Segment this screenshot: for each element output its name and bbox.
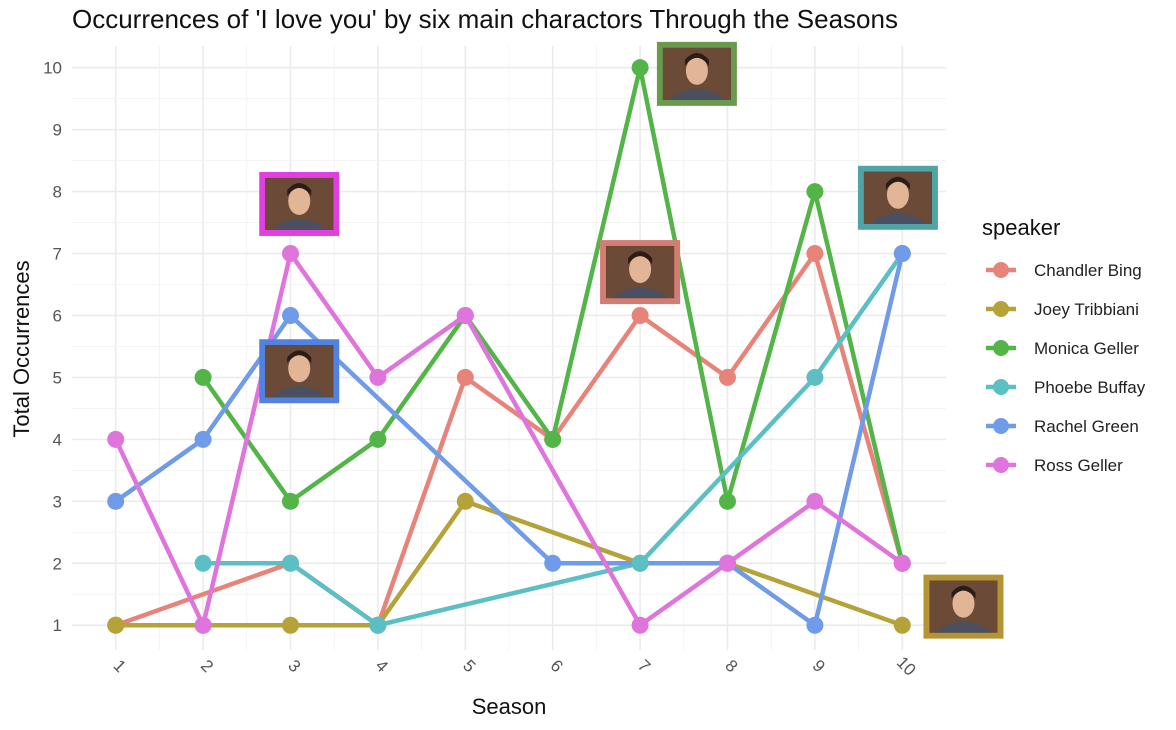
legend-swatch-point: [993, 262, 1009, 278]
y-tick-label: 3: [53, 492, 62, 511]
data-point-ross-geller: [369, 368, 387, 386]
legend-item-rachel-green: Rachel Green: [986, 417, 1139, 436]
y-axis-tick-labels: 1 2 3 4 5 6 7 8 9 10: [43, 59, 62, 636]
y-tick-label: 8: [53, 183, 62, 202]
legend-items: Chandler Bing Joey Tribbiani Monica Geller…: [986, 261, 1146, 475]
legend-label: Phoebe Buffay: [1034, 378, 1146, 397]
data-point-ross-geller: [456, 306, 474, 324]
data-point-joey-tribbiani: [456, 492, 474, 510]
data-point-rachel-green: [194, 430, 212, 448]
portrait-ross-geller: [259, 171, 340, 236]
x-tick-label: 6: [547, 656, 567, 676]
x-tick-label: 5: [459, 656, 479, 676]
legend-swatch-point: [993, 301, 1009, 317]
legend-item-phoebe-buffay: Phoebe Buffay: [986, 378, 1146, 397]
legend-label: Chandler Bing: [1034, 261, 1142, 280]
legend-item-ross-geller: Ross Geller: [986, 456, 1123, 475]
data-point-monica-geller: [631, 59, 649, 77]
legend-item-monica-geller: Monica Geller: [986, 339, 1139, 358]
x-tick-label: 10: [893, 653, 920, 680]
data-point-phoebe-buffay: [194, 554, 212, 572]
x-axis-title: Season: [472, 694, 547, 719]
data-point-ross-geller: [282, 245, 299, 263]
legend-label: Rachel Green: [1034, 417, 1139, 436]
data-point-monica-geller: [544, 430, 562, 448]
data-point-rachel-green: [893, 245, 911, 263]
data-point-rachel-green: [544, 554, 562, 572]
legend-label: Monica Geller: [1034, 339, 1139, 358]
y-tick-label: 5: [53, 368, 62, 387]
portrait-rachel-green: [259, 339, 340, 404]
data-point-joey-tribbiani: [282, 616, 299, 634]
data-point-ross-geller: [631, 616, 649, 634]
y-tick-label: 4: [53, 430, 62, 449]
x-tick-label: 2: [197, 656, 217, 676]
portrait-chandler-bing: [600, 240, 681, 305]
data-point-ross-geller: [107, 430, 125, 448]
x-tick-label: 3: [284, 656, 304, 676]
y-tick-label: 6: [53, 306, 62, 325]
data-point-phoebe-buffay: [806, 368, 824, 386]
data-point-monica-geller: [369, 430, 387, 448]
legend-swatch-point: [993, 457, 1009, 473]
portrait-phoebe-buffay: [857, 165, 938, 230]
data-point-phoebe-buffay: [631, 554, 649, 572]
legend-item-joey-tribbiani: Joey Tribbiani: [986, 300, 1139, 319]
y-tick-label: 2: [53, 554, 62, 573]
data-point-ross-geller: [719, 554, 736, 572]
data-point-phoebe-buffay: [282, 554, 299, 572]
data-point-rachel-green: [806, 616, 824, 634]
legend-swatch-point: [993, 418, 1009, 434]
series-points: [107, 59, 911, 634]
y-tick-label: 9: [53, 121, 62, 140]
data-point-chandler-bing: [719, 368, 736, 386]
data-point-rachel-green: [107, 492, 125, 510]
portrait-joey-tribbiani: [923, 574, 1004, 639]
y-axis-title: Total Occurrences: [9, 260, 34, 437]
data-point-ross-geller: [893, 554, 911, 572]
x-tick-label: 9: [809, 656, 829, 676]
y-tick-label: 7: [53, 245, 62, 264]
data-point-joey-tribbiani: [893, 616, 911, 634]
portrait-monica-geller: [656, 41, 737, 106]
y-tick-label: 1: [53, 616, 62, 635]
x-tick-label: 8: [721, 656, 741, 676]
legend-swatch-point: [993, 379, 1009, 395]
data-point-chandler-bing: [456, 368, 474, 386]
data-point-chandler-bing: [631, 306, 649, 324]
chart-title: Occurrences of 'I love you' by six main …: [72, 4, 898, 34]
data-point-monica-geller: [806, 183, 824, 201]
data-point-chandler-bing: [806, 245, 824, 263]
x-tick-label: 7: [634, 656, 654, 676]
legend: speaker Chandler Bing Joey Tribbiani Monic…: [982, 215, 1146, 475]
legend-label: Joey Tribbiani: [1034, 300, 1139, 319]
data-point-rachel-green: [282, 306, 299, 324]
x-tick-label: 4: [372, 656, 392, 676]
data-point-ross-geller: [806, 492, 824, 510]
y-tick-label: 10: [43, 59, 62, 78]
data-point-ross-geller: [194, 616, 212, 634]
data-point-monica-geller: [719, 492, 736, 510]
series-line-phoebe-buffay: [200, 251, 905, 628]
data-point-monica-geller: [282, 492, 299, 510]
legend-label: Ross Geller: [1034, 456, 1123, 475]
legend-item-chandler-bing: Chandler Bing: [986, 261, 1142, 280]
data-point-joey-tribbiani: [107, 616, 125, 634]
x-tick-label: 1: [110, 656, 130, 676]
legend-title: speaker: [982, 215, 1060, 240]
data-point-phoebe-buffay: [369, 616, 387, 634]
legend-swatch-point: [993, 340, 1009, 356]
character-portraits: [259, 41, 1004, 639]
data-point-monica-geller: [194, 368, 212, 386]
x-axis-tick-labels: 1 2 3 4 5 6 7 8 9 10: [110, 653, 920, 680]
plot-grid: [72, 46, 946, 650]
